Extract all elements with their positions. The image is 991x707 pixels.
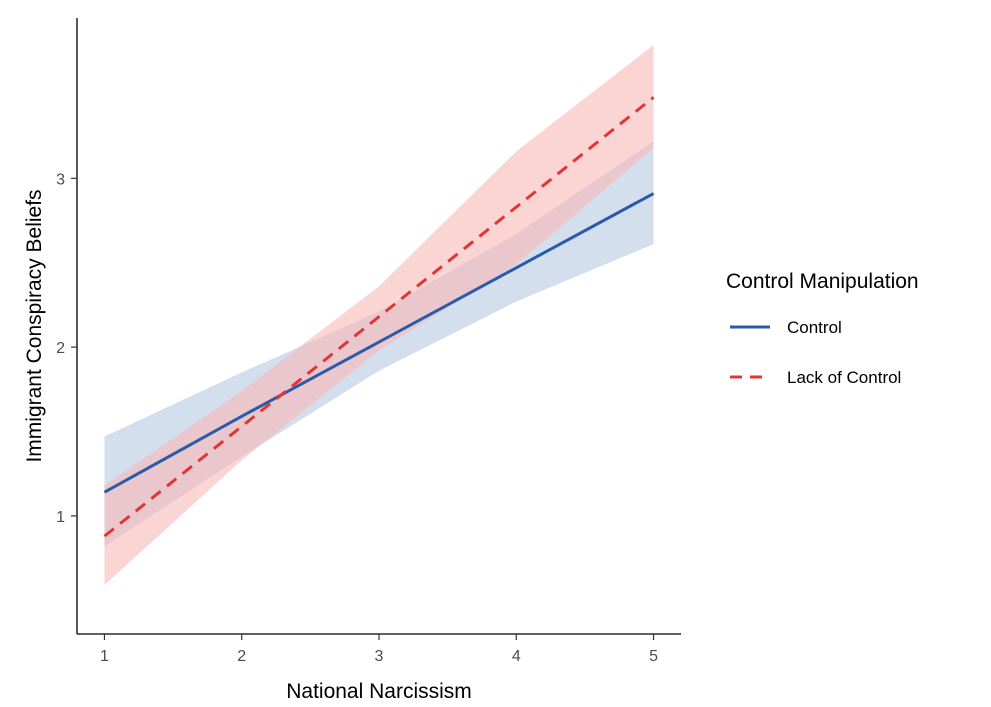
y-tick-label: 1 bbox=[56, 509, 65, 526]
y-tick-label: 3 bbox=[56, 171, 65, 188]
confidence-band-lack-of-control bbox=[104, 45, 653, 585]
y-axis-title: Immigrant Conspiracy Beliefs bbox=[23, 189, 46, 462]
legend-items: Control Lack of Control bbox=[730, 318, 901, 387]
y-tick-label: 2 bbox=[56, 340, 65, 357]
x-axis-title: National Narcissism bbox=[286, 680, 472, 703]
x-tick-label: 1 bbox=[100, 648, 109, 665]
x-tick-label: 3 bbox=[375, 648, 384, 665]
x-tick-label: 5 bbox=[649, 648, 658, 665]
legend-label-control: Control bbox=[787, 318, 842, 337]
series-line-control bbox=[104, 194, 653, 493]
legend-label-lack-of-control: Lack of Control bbox=[787, 368, 901, 387]
confidence-bands bbox=[104, 45, 653, 585]
x-tick-label: 4 bbox=[512, 648, 521, 665]
x-tick-label: 2 bbox=[237, 648, 246, 665]
legend-title: Control Manipulation bbox=[726, 270, 919, 293]
legend: Control Manipulation Control Lack of Cont… bbox=[726, 270, 919, 387]
